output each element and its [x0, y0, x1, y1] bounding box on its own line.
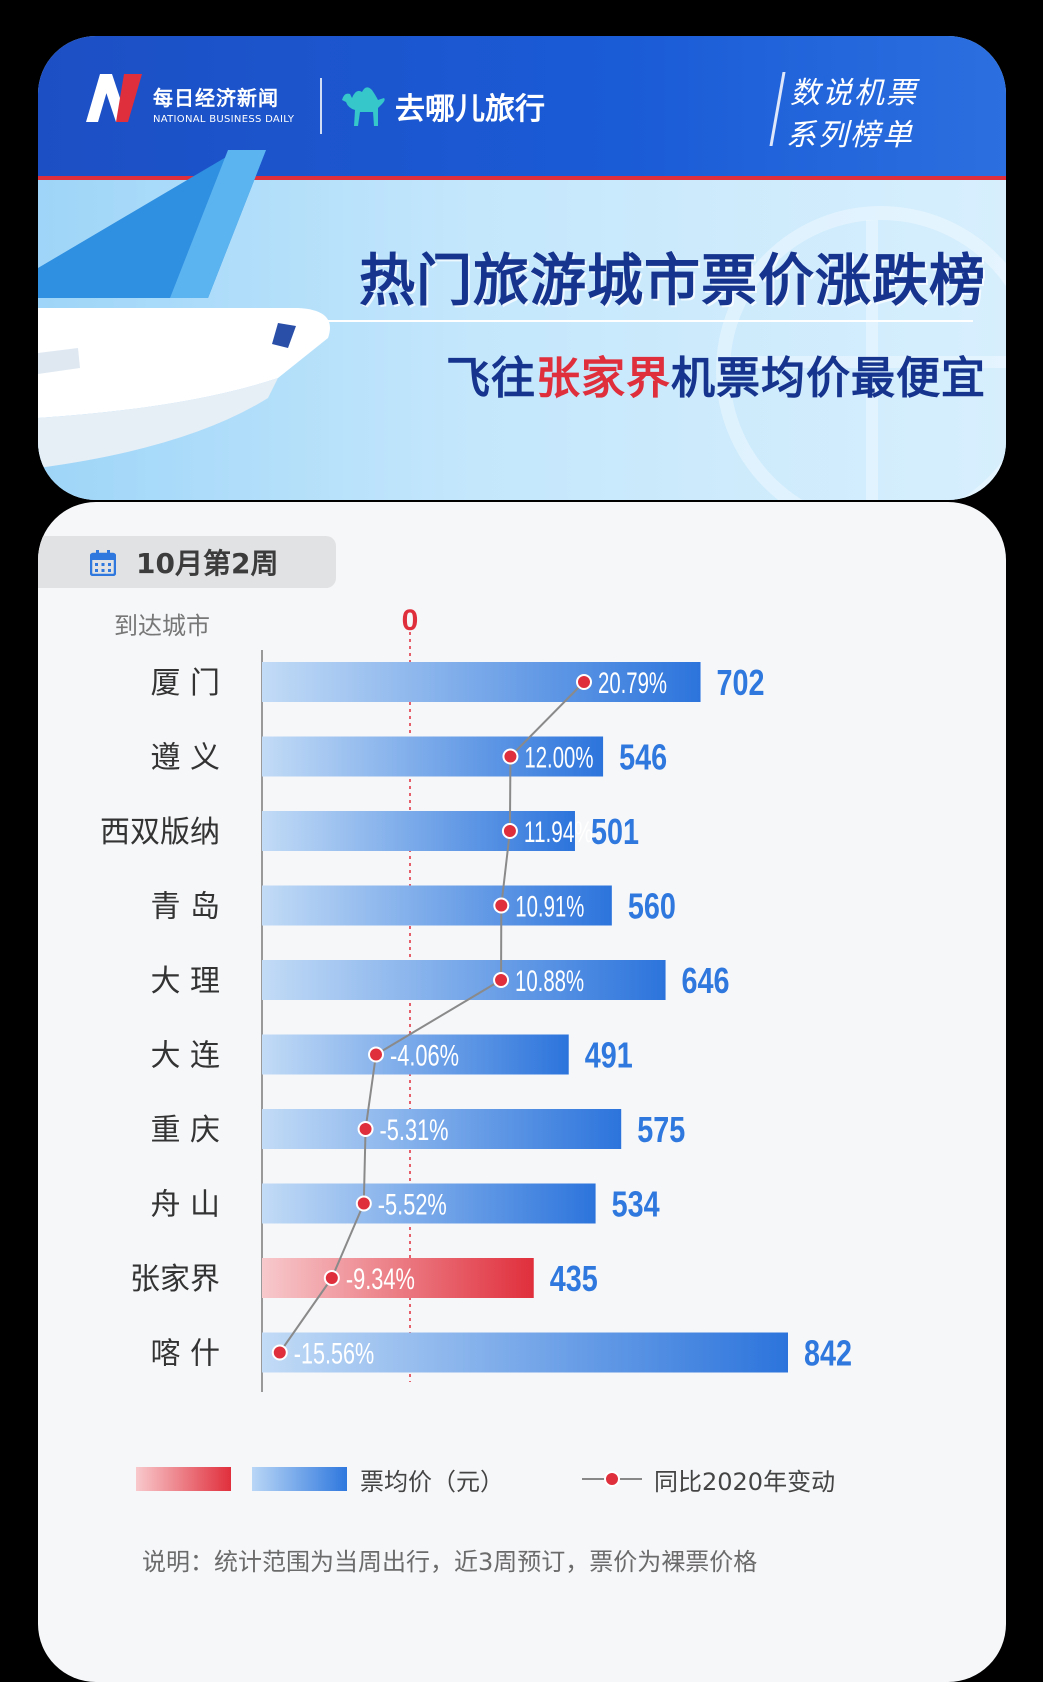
price-label: 842	[804, 1333, 852, 1374]
footnote: 说明：统计范围为当周出行，近3周预订，票价为裸票价格	[142, 1548, 758, 1576]
header-banner: 每日经济新闻 NATIONAL BUSINESS DAILY 去哪儿旅行 数说机…	[38, 36, 1006, 500]
yoy-trend-line	[278, 681, 585, 1354]
yoy-point-重庆	[357, 1121, 374, 1137]
camel-logo-icon	[342, 87, 385, 126]
category-label: 遵 义	[150, 741, 220, 776]
page-subtitle: 飞往张家界机票均价最便宜	[446, 342, 986, 406]
yoy-point-张家界	[323, 1270, 340, 1286]
calendar-icon	[90, 550, 116, 576]
yoy-label: -5.31%	[380, 1114, 449, 1147]
brand-separator	[320, 78, 322, 134]
nbd-logo-icon	[86, 74, 142, 122]
price-label: 546	[619, 737, 667, 778]
subtitle-suffix: 机票均价最便宜	[671, 353, 986, 404]
category-label: 厦 门	[150, 666, 220, 701]
price-label: 491	[585, 1035, 633, 1076]
legend-blue-swatch	[252, 1467, 347, 1491]
series-title-line1: 数说机票	[790, 76, 918, 111]
airplane-tail-illustration	[38, 150, 330, 468]
yoy-point-厦门	[576, 674, 592, 690]
yoy-point-大连	[368, 1046, 385, 1063]
price-label: 646	[682, 960, 730, 1001]
category-label: 张家界	[130, 1262, 220, 1297]
week-label: 10月第2周	[136, 547, 279, 580]
chart-card: 10月第2周 到达城市 0 厦 门 702 遵 义 546 西双版纳 501 青 岛 560 大…	[38, 502, 1006, 1682]
header-top-bar	[38, 36, 1006, 176]
bar-重庆	[262, 1109, 622, 1149]
yoy-label: -15.56%	[294, 1338, 375, 1371]
price-label: 560	[628, 886, 676, 927]
yoy-label: 10.91%	[515, 891, 584, 924]
yoy-label: -9.34%	[346, 1263, 415, 1296]
legend-yoy-label: 同比2020年变动	[654, 1468, 836, 1496]
bar-厦门	[262, 662, 701, 702]
week-tab	[38, 536, 336, 588]
category-label: 青 岛	[150, 890, 220, 925]
legend-red-swatch	[136, 1467, 231, 1491]
price-label: 435	[550, 1258, 598, 1299]
brand-name-en: NATIONAL BUSINESS DAILY	[153, 114, 295, 125]
y-axis-header: 到达城市	[114, 612, 210, 640]
bar-喀什	[262, 1332, 788, 1373]
series-title-line2: 系列榜单	[786, 118, 914, 153]
yoy-label: 11.94%	[524, 816, 593, 849]
category-label: 大 理	[150, 964, 220, 999]
yoy-label: 20.79%	[598, 667, 667, 700]
bar-青岛	[262, 885, 612, 926]
category-label: 重 庆	[150, 1113, 220, 1148]
partner-name: 去哪儿旅行	[395, 92, 545, 127]
bar-张家界	[262, 1258, 534, 1298]
bar-舟山	[262, 1183, 596, 1224]
yoy-point-遵义	[502, 748, 519, 765]
header-divider	[38, 176, 1006, 180]
bar-遵义	[262, 736, 604, 777]
bar-大连	[262, 1034, 569, 1075]
category-label: 西双版纳	[100, 815, 220, 850]
yoy-point-大理	[493, 972, 510, 988]
yoy-point-青岛	[493, 897, 510, 914]
category-label: 舟 山	[150, 1188, 220, 1223]
subtitle-prefix: 飞往	[446, 353, 536, 404]
category-label: 喀 什	[150, 1337, 220, 1372]
price-label: 534	[612, 1184, 660, 1225]
title-underline	[283, 320, 973, 322]
yoy-label: 10.88%	[515, 965, 584, 998]
bar-西双版纳	[262, 811, 575, 851]
bar-chart: 0 厦 门 702 遵 义 546 西双版纳 501 青 岛 560 大 理 646 大 连 491 重…	[100, 604, 852, 1392]
yoy-label: 12.00%	[524, 742, 593, 775]
price-label: 575	[637, 1109, 685, 1150]
subtitle-highlight: 张家界	[536, 353, 671, 404]
legend-line-marker-icon	[582, 1471, 642, 1487]
price-label: 702	[717, 662, 765, 703]
yoy-point-西双版纳	[501, 823, 518, 839]
page-title: 热门旅游城市票价涨跌榜	[359, 249, 986, 314]
legend-price-label: 票均价（元）	[360, 1468, 504, 1496]
brand-name-cn: 每日经济新闻	[153, 86, 279, 110]
price-label: 501	[591, 811, 639, 852]
yoy-label: -5.52%	[378, 1189, 447, 1222]
zero-label: 0	[402, 604, 419, 637]
category-label: 大 连	[150, 1039, 220, 1074]
bar-大理	[262, 960, 666, 1000]
yoy-label: -4.06%	[390, 1040, 459, 1073]
yoy-point-舟山	[355, 1195, 372, 1212]
yoy-point-喀什	[271, 1344, 288, 1361]
